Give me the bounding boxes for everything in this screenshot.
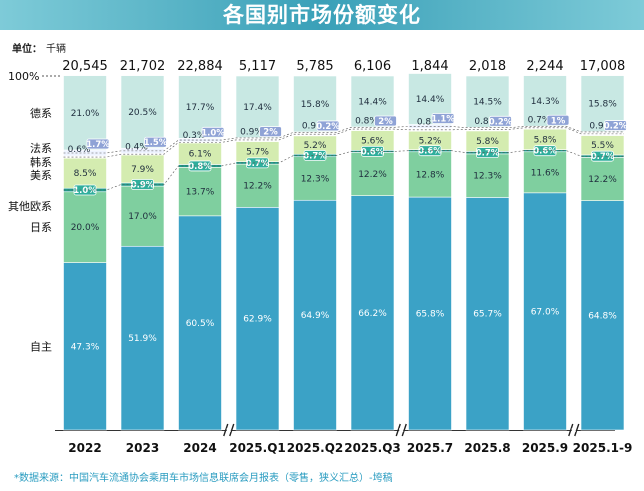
value-label-美系-2025.9: 5.8% (534, 135, 557, 145)
axis-break-gap-2024 (227, 428, 231, 432)
value-label-法系-2025.Q2: 0.2% (316, 122, 340, 132)
value-label-其他欧系-2025.9: 0.6% (533, 147, 557, 157)
value-label-自主-2023: 51.9% (128, 334, 157, 344)
x-tick-2025.Q1: 2025.Q1 (229, 441, 286, 455)
legend-其他欧系: 其他欧系 (8, 200, 52, 213)
value-label-日系-2025.8: 12.3% (473, 172, 502, 182)
value-label-日系-2024: 13.7% (186, 188, 215, 198)
total-label-2025.8: 2,018 (469, 59, 506, 74)
total-label-2023: 21,702 (120, 59, 166, 74)
value-label-韩系-2025.8: 0.8 (474, 117, 489, 127)
value-label-自主-2025.7: 65.8% (416, 310, 445, 320)
value-label-其他欧系-2025.7: 0.6% (418, 147, 442, 157)
x-tick-2025.7: 2025.7 (407, 441, 453, 455)
value-label-法系-2025.Q1: 2% (263, 128, 278, 138)
value-label-德系-2025.Q2: 15.8% (301, 100, 330, 110)
value-label-法系-2024: 1.0% (201, 128, 225, 138)
legend-德系: 德系 (30, 106, 52, 120)
source-note: *数据来源：中国汽车流通协会乘用车市场信息联席会月报表（零售，狭义汇总）-垮稿 (14, 469, 393, 484)
value-label-其他欧系-2025.8: 0.7% (476, 149, 500, 159)
legend-自主: 自主 (30, 340, 52, 353)
value-label-美系-2025.7: 5.2% (419, 136, 442, 146)
value-label-自主-2025.Q3: 66.2% (358, 309, 387, 319)
total-label-2025.Q3: 6,106 (354, 59, 391, 74)
value-label-德系-2024: 17.7% (186, 103, 215, 113)
value-label-韩系-2025.1-9: 0.9 (589, 121, 604, 131)
total-label-2025.7: 1,844 (411, 59, 448, 74)
value-label-韩系-2025.Q2: 0.9 (302, 122, 317, 132)
total-label-2024: 22,884 (177, 59, 223, 74)
value-label-其他欧系-2025.1-9: 0.7% (591, 152, 615, 162)
value-label-美系-2025.1-9: 5.5% (591, 141, 614, 151)
value-label-自主-2024: 60.5% (186, 319, 215, 329)
value-label-法系-2025.7: 1.1% (431, 114, 455, 124)
value-label-日系-2025.9: 11.6% (531, 168, 560, 178)
value-label-自主-2025.Q2: 64.9% (301, 311, 330, 321)
value-label-其他欧系-2022: 1.0% (73, 186, 97, 196)
value-label-德系-2022: 21.0% (71, 109, 100, 119)
value-label-美系-2025.Q3: 5.6% (361, 136, 384, 146)
value-label-自主-2022: 47.3% (71, 342, 100, 352)
x-tick-2025.Q3: 2025.Q3 (344, 441, 401, 455)
value-label-法系-2025.1-9: 0.2% (604, 122, 628, 132)
value-label-德系-2025.1-9: 15.8% (588, 100, 617, 110)
value-label-德系-2023: 20.5% (128, 108, 157, 118)
y-tick-100: 100% (8, 70, 39, 83)
value-label-法系-2025.9: 1% (551, 116, 566, 126)
value-label-日系-2023: 17.0% (128, 212, 157, 222)
total-label-2025.9: 2,244 (526, 59, 563, 74)
value-label-美系-2024: 6.1% (189, 150, 212, 160)
value-label-美系-2022: 8.5% (74, 169, 97, 179)
value-label-法系-2025.8: 0.2% (489, 117, 513, 127)
value-label-德系-2025.Q3: 14.4% (358, 97, 387, 107)
total-label-2022: 20,545 (62, 59, 108, 74)
value-label-其他欧系-2025.Q3: 0.6% (361, 147, 385, 157)
value-label-美系-2025.Q1: 5.7% (246, 148, 269, 158)
axis-break-gap-2025.9 (572, 428, 576, 432)
value-label-其他欧系-2023: 0.9% (131, 181, 155, 191)
value-label-日系-2025.Q3: 12.2% (358, 170, 387, 180)
value-label-韩系-2025.7: 0.8 (417, 117, 432, 127)
x-tick-2025.1-9: 2025.1-9 (573, 441, 633, 455)
legend-日系: 日系 (30, 221, 52, 234)
value-label-法系-2022: 1.7% (86, 140, 110, 150)
total-label-2025.Q2: 5,785 (296, 59, 333, 74)
legend-韩系: 韩系 (30, 155, 52, 169)
value-label-日系-2025.7: 12.8% (416, 170, 445, 180)
value-label-德系-2025.7: 14.4% (416, 95, 445, 105)
stacked-bar-chart: 100% 20,545 2022 21,702 2023 22,884 2024 5,117 2… (0, 0, 644, 491)
x-tick-2025.Q2: 2025.Q2 (287, 441, 344, 455)
total-label-2025.1-9: 17,008 (580, 59, 626, 74)
x-tick-2025.9: 2025.9 (522, 441, 568, 455)
x-tick-2024: 2024 (183, 441, 216, 455)
value-label-日系-2025.1-9: 12.2% (588, 175, 617, 185)
value-label-其他欧系-2025.Q2: 0.7% (303, 151, 327, 161)
legend-法系: 法系 (30, 141, 52, 155)
value-label-自主-2025.1-9: 64.8% (588, 311, 617, 321)
value-label-德系-2025.9: 14.3% (531, 97, 560, 107)
axis-break-gap-2025.Q3 (399, 428, 403, 432)
value-label-法系-2023: 1.5% (144, 138, 168, 148)
legend-美系: 美系 (30, 169, 52, 182)
value-label-其他欧系-2024: 0.8% (188, 162, 212, 172)
value-label-美系-2023: 7.9% (131, 165, 154, 175)
x-tick-2023: 2023 (126, 441, 159, 455)
x-tick-2022: 2022 (68, 441, 101, 455)
bar-segment-韩系-2025.1-9 (581, 132, 624, 135)
value-label-日系-2025.Q2: 12.3% (301, 174, 330, 184)
value-label-日系-2022: 20.0% (71, 223, 100, 233)
value-label-自主-2025.Q1: 62.9% (243, 315, 272, 325)
value-label-美系-2025.8: 5.8% (476, 137, 499, 147)
value-label-德系-2025.8: 14.5% (473, 98, 502, 108)
value-label-其他欧系-2025.Q1: 0.7% (246, 159, 270, 169)
value-label-日系-2025.Q1: 12.2% (243, 182, 272, 192)
value-label-法系-2025.Q3: 2% (378, 117, 393, 127)
x-tick-2025.8: 2025.8 (464, 441, 510, 455)
value-label-自主-2025.9: 67.0% (531, 307, 560, 317)
value-label-美系-2025.Q2: 5.2% (304, 141, 327, 151)
total-label-2025.Q1: 5,117 (239, 59, 276, 74)
value-label-德系-2025.Q1: 17.4% (243, 103, 272, 113)
value-label-自主-2025.8: 65.7% (473, 310, 502, 320)
